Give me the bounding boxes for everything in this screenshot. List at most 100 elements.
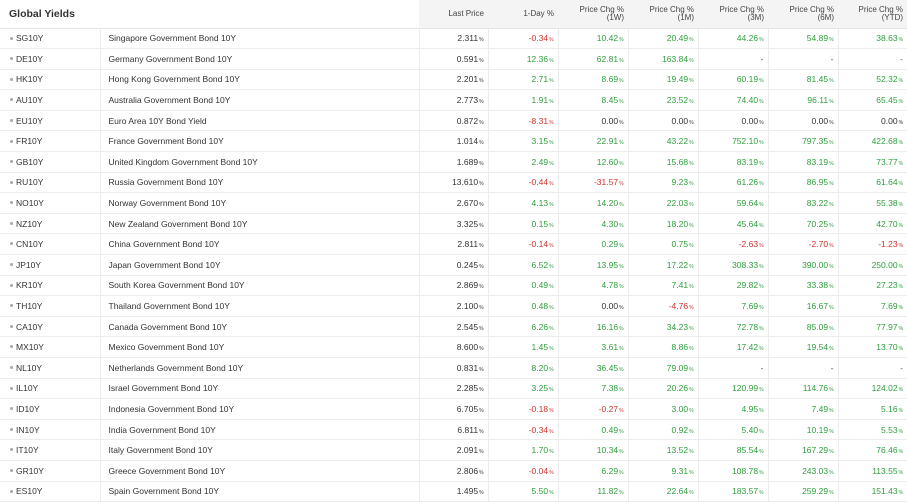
col-3m-change[interactable]: Price Chg % (3M) — [698, 0, 769, 29]
instrument-name[interactable]: Mexico Government Bond 10Y — [100, 336, 420, 358]
percent-suffix: % — [479, 160, 484, 167]
table-row[interactable]: SG10Y Singapore Government Bond 10Y 2.311%… — [0, 28, 907, 50]
col-last-price[interactable]: Last Price — [419, 0, 489, 29]
col-1day-change[interactable]: 1-Day % — [488, 0, 559, 29]
value-text: -0.18 — [528, 403, 549, 414]
symbol-cell[interactable]: EU10Y — [0, 110, 101, 132]
symbol-cell[interactable]: TH10Y — [0, 295, 101, 317]
symbol-cell[interactable]: DE10Y — [0, 48, 101, 70]
col-ytd-change[interactable]: Price Chg % (YTD) — [838, 0, 907, 29]
instrument-name[interactable]: Euro Area 10Y Bond Yield — [100, 110, 420, 132]
instrument-name[interactable]: Israel Government Bond 10Y — [100, 378, 420, 400]
symbol-cell[interactable]: GB10Y — [0, 151, 101, 173]
col-6m-change[interactable]: Price Chg % (6M) — [768, 0, 839, 29]
symbol-cell[interactable]: KR10Y — [0, 275, 101, 297]
instrument-name[interactable]: New Zealand Government Bond 10Y — [100, 213, 420, 235]
table-row[interactable]: CA10Y Canada Government Bond 10Y 2.545% 6.2… — [0, 316, 907, 338]
table-row[interactable]: HK10Y Hong Kong Government Bond 10Y 2.201%… — [0, 69, 907, 91]
instrument-name[interactable]: Greece Government Bond 10Y — [100, 460, 420, 482]
instrument-name[interactable]: Hong Kong Government Bond 10Y — [100, 69, 420, 91]
symbol-cell[interactable]: NO10Y — [0, 192, 101, 214]
table-row[interactable]: NZ10Y New Zealand Government Bond 10Y 3.32… — [0, 213, 907, 235]
instrument-name[interactable]: Italy Government Bond 10Y — [100, 439, 420, 461]
instrument-name[interactable]: Germany Government Bond 10Y — [100, 48, 420, 70]
table-row[interactable]: GB10Y United Kingdom Government Bond 10Y 1… — [0, 151, 907, 173]
value-text: 0.49 — [531, 280, 549, 291]
col-1m-change[interactable]: Price Chg % (1M) — [628, 0, 699, 29]
percent-suffix: % — [619, 325, 624, 332]
symbol-cell[interactable]: CA10Y — [0, 316, 101, 338]
percent-suffix: % — [549, 407, 554, 414]
instrument-name[interactable]: Thailand Government Bond 10Y — [100, 295, 420, 317]
percent-suffix: % — [759, 140, 764, 147]
table-row[interactable]: FR10Y France Government Bond 10Y 1.014% 3.1… — [0, 130, 907, 153]
symbol-cell[interactable]: SG10Y — [0, 28, 101, 50]
percent-suffix: % — [549, 284, 554, 291]
percent-suffix: % — [619, 346, 624, 353]
table-row[interactable]: AU10Y Australia Government Bond 10Y 2.773%… — [0, 89, 907, 111]
instrument-name[interactable]: China Government Bond 10Y — [100, 233, 420, 256]
instrument-name[interactable]: Netherlands Government Bond 10Y — [100, 357, 420, 379]
col-1w-change[interactable]: Price Chg % (1W) — [558, 0, 629, 29]
table-row[interactable]: DE10Y Germany Government Bond 10Y 0.591% 12… — [0, 48, 907, 70]
symbol-cell[interactable]: ES10Y — [0, 481, 101, 503]
table-row[interactable]: TH10Y Thailand Government Bond 10Y 2.100% 0… — [0, 295, 907, 317]
symbol-cell[interactable]: IT10Y — [0, 439, 101, 461]
symbol-cell[interactable]: GR10Y — [0, 460, 101, 482]
table-row[interactable]: CN10Y China Government Bond 10Y 2.811% -0.1… — [0, 233, 907, 256]
table-row[interactable]: NL10Y Netherlands Government Bond 10Y 0.83… — [0, 357, 907, 379]
symbol-cell[interactable]: CN10Y — [0, 233, 101, 256]
symbol-cell[interactable]: AU10Y — [0, 89, 101, 111]
table-row[interactable]: NO10Y Norway Government Bond 10Y 2.670% 4.1… — [0, 192, 907, 214]
symbol-text: FR10Y — [16, 136, 43, 147]
symbol-cell[interactable]: MX10Y — [0, 336, 101, 358]
table-row[interactable]: IL10Y Israel Government Bond 10Y 2.285% 3.2… — [0, 378, 907, 400]
symbol-cell[interactable]: FR10Y — [0, 130, 101, 153]
symbol-cell[interactable]: JP10Y — [0, 254, 101, 276]
table-row[interactable]: IN10Y India Government Bond 10Y 6.811% -0.3… — [0, 419, 907, 441]
instrument-name[interactable]: United Kingdom Government Bond 10Y — [100, 151, 420, 173]
instrument-name[interactable]: Australia Government Bond 10Y — [100, 89, 420, 111]
percent-suffix: % — [898, 325, 904, 332]
symbol-cell[interactable]: NL10Y — [0, 357, 101, 379]
m6-change-cell: 33.38% — [768, 275, 839, 297]
instrument-name[interactable]: South Korea Government Bond 10Y — [100, 275, 420, 297]
table-row[interactable]: ES10Y Spain Government Bond 10Y 1.495% 5.50… — [0, 481, 907, 503]
instrument-name[interactable]: Japan Government Bond 10Y — [100, 254, 420, 276]
table-row[interactable]: KR10Y South Korea Government Bond 10Y 2.86… — [0, 275, 907, 297]
m1-change-cell: 20.49% — [628, 28, 699, 50]
m6-change-cell: 83.19% — [768, 151, 839, 173]
instrument-name[interactable]: France Government Bond 10Y — [100, 130, 420, 153]
table-row[interactable]: ID10Y Indonesia Government Bond 10Y 6.705%… — [0, 398, 907, 420]
instrument-name[interactable]: India Government Bond 10Y — [100, 419, 420, 441]
ytd-change-cell: 422.68% — [838, 130, 907, 153]
last-price-cell: 6.705% — [419, 398, 489, 420]
w1-change-cell: 4.30% — [558, 213, 629, 235]
symbol-text: NL10Y — [16, 362, 42, 373]
m6-change-cell: 19.54% — [768, 336, 839, 358]
symbol-cell[interactable]: NZ10Y — [0, 213, 101, 235]
instrument-name[interactable]: Singapore Government Bond 10Y — [100, 28, 420, 50]
symbol-cell[interactable]: IL10Y — [0, 378, 101, 400]
table-row[interactable]: MX10Y Mexico Government Bond 10Y 8.600% 1.4… — [0, 336, 907, 358]
m3-change-cell: 74.40% — [698, 89, 769, 111]
percent-suffix: % — [619, 469, 624, 476]
table-row[interactable]: RU10Y Russia Government Bond 10Y 13.610% -0… — [0, 172, 907, 194]
w1-change-cell: 6.29% — [558, 460, 629, 482]
instrument-name[interactable]: Indonesia Government Bond 10Y — [100, 398, 420, 420]
table-row[interactable]: EU10Y Euro Area 10Y Bond Yield 0.872% -8.31… — [0, 110, 907, 132]
symbol-cell[interactable]: RU10Y — [0, 172, 101, 194]
symbol-cell[interactable]: ID10Y — [0, 398, 101, 420]
instrument-name[interactable]: Norway Government Bond 10Y — [100, 192, 420, 214]
value-text: 22.91 — [596, 136, 619, 147]
instrument-name[interactable]: Canada Government Bond 10Y — [100, 316, 420, 338]
instrument-name[interactable]: Russia Government Bond 10Y — [100, 172, 420, 194]
symbol-cell[interactable]: IN10Y — [0, 419, 101, 441]
table-row[interactable]: IT10Y Italy Government Bond 10Y 2.091% 1.70… — [0, 439, 907, 461]
percent-suffix: % — [689, 366, 694, 373]
table-row[interactable]: JP10Y Japan Government Bond 10Y 0.245% 6.52… — [0, 254, 907, 276]
instrument-name[interactable]: Spain Government Bond 10Y — [100, 481, 420, 503]
table-row[interactable]: GR10Y Greece Government Bond 10Y 2.806% -0.… — [0, 460, 907, 482]
symbol-text: HK10Y — [16, 74, 43, 85]
symbol-cell[interactable]: HK10Y — [0, 69, 101, 91]
